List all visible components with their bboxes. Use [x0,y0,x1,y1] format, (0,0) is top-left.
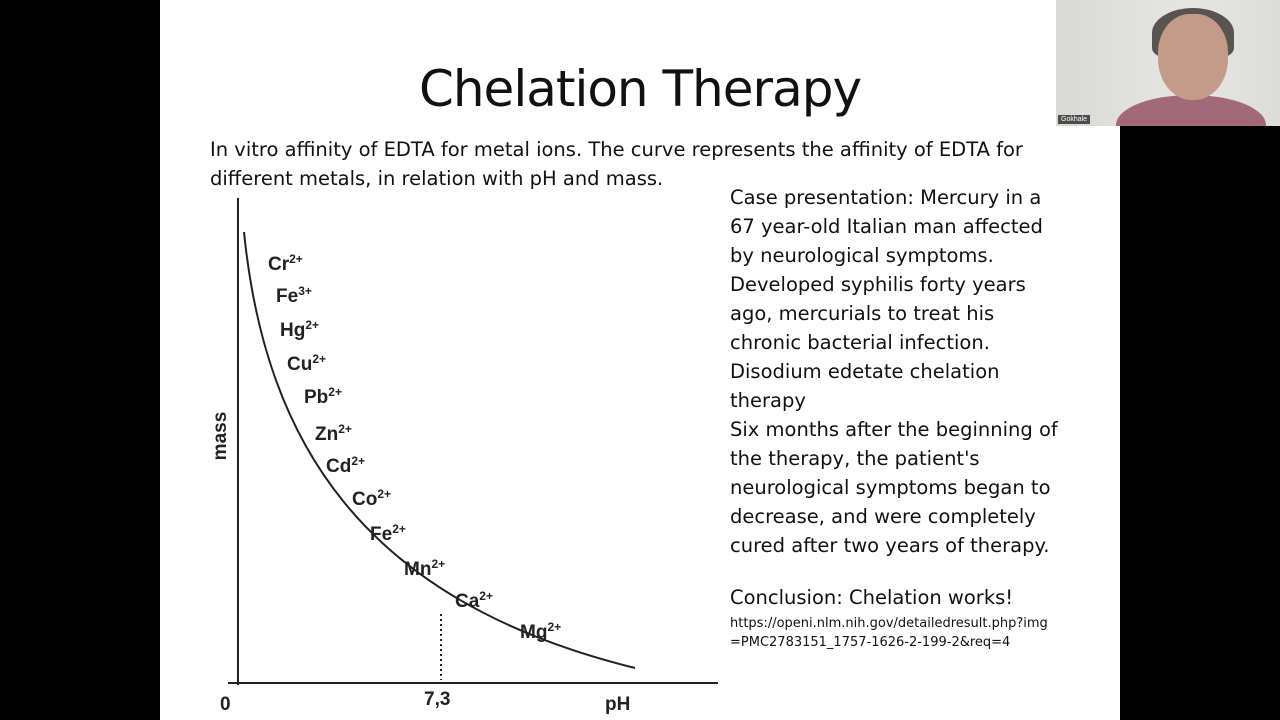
conclusion: Conclusion: Chelation works! [730,586,1014,609]
case-line: Developed syphilis forty years [730,273,1026,296]
case-line: by neurological symptoms. [730,244,994,267]
ion-element: Cr [268,254,290,275]
ion-element: Fe [276,286,298,307]
ion-element: Fe [370,524,392,545]
ion-element: Cd [326,456,351,477]
case-line: Disodium edetate chelation [730,360,1000,383]
x-mark-label: 7,3 [424,689,450,710]
case-line: the therapy, the patient's [730,447,980,470]
ion-charge: 2+ [392,522,406,536]
ion-charge: 2+ [289,252,303,266]
ion-charge: 3+ [298,284,312,298]
ion-element: Hg [280,320,305,341]
metal-ion-label: Ca2+ [455,589,493,612]
case-line: Six months after the beginning of [730,418,1058,441]
origin-label: 0 [220,694,231,715]
presentation-slide [160,0,1120,720]
case-line: neurological symptoms began to [730,476,1051,499]
ion-element: Pb [304,387,328,408]
ion-charge: 2+ [351,454,365,468]
metal-ion-label: Fe2+ [370,522,406,545]
metal-ion-label: Pb2+ [304,385,342,408]
url-line: https://openi.nlm.nih.gov/detailedresult… [730,616,1048,631]
ion-element: Zn [315,424,338,445]
case-line: 67 year-old Italian man affected [730,215,1043,238]
ion-charge: 2+ [338,422,352,436]
ion-element: Co [352,489,377,510]
metal-ion-label: Mg2+ [520,620,561,643]
metal-ion-label: Fe3+ [276,284,312,307]
metal-ion-label: Cd2+ [326,454,365,477]
ion-charge: 2+ [377,487,391,501]
ion-charge: 2+ [312,352,326,366]
case-line: cured after two years of therapy. [730,534,1050,557]
metal-ion-label: Mn2+ [404,557,445,580]
case-line: chronic bacterial infection. [730,331,990,354]
metal-ion-label: Co2+ [352,487,391,510]
ion-element: Mn [404,559,431,580]
edta-affinity-diagram: mass 0 7,3 pH Cr2+Fe3+Hg2+Cu2+Pb2+Zn2+Cd… [210,198,718,715]
metal-ion-label: Zn2+ [315,422,352,445]
metal-ion-label: Cr2+ [268,252,303,275]
slide-title: Chelation Therapy [418,60,862,118]
metal-ion-label: Cu2+ [287,352,326,375]
ion-charge: 2+ [479,589,493,603]
participant-video [1158,14,1228,100]
webcam-video-tile[interactable]: Gokhale [1056,0,1280,126]
ion-charge: 2+ [431,557,445,571]
case-line: ago, mercurials to treat his [730,302,995,325]
ion-charge: 2+ [305,318,319,332]
affinity-curve [243,231,636,669]
ion-element: Ca [455,591,480,612]
case-line: therapy [730,389,806,412]
x-axis-label: pH [605,694,630,715]
url-line: =PMC2783151_1757-1626-2-199-2&req=4 [730,635,1011,650]
case-presentation: Case presentation: Mercury in a 67 year-o… [730,183,1070,560]
ion-charge: 2+ [547,620,561,634]
ion-element: Mg [520,622,547,643]
y-axis-label: mass [210,412,231,461]
ion-element: Cu [287,354,312,375]
metal-ion-label: Hg2+ [280,318,319,341]
participant-name-label: Gokhale [1058,115,1091,124]
slide-intro: In vitro affinity of EDTA for metal ions… [210,138,1023,190]
case-line: Case presentation: Mercury in a [730,186,1042,209]
case-line: decrease, and were completely [730,505,1036,528]
source-url: https://openi.nlm.nih.gov/detailedresult… [730,614,1048,652]
ion-charge: 2+ [328,385,342,399]
